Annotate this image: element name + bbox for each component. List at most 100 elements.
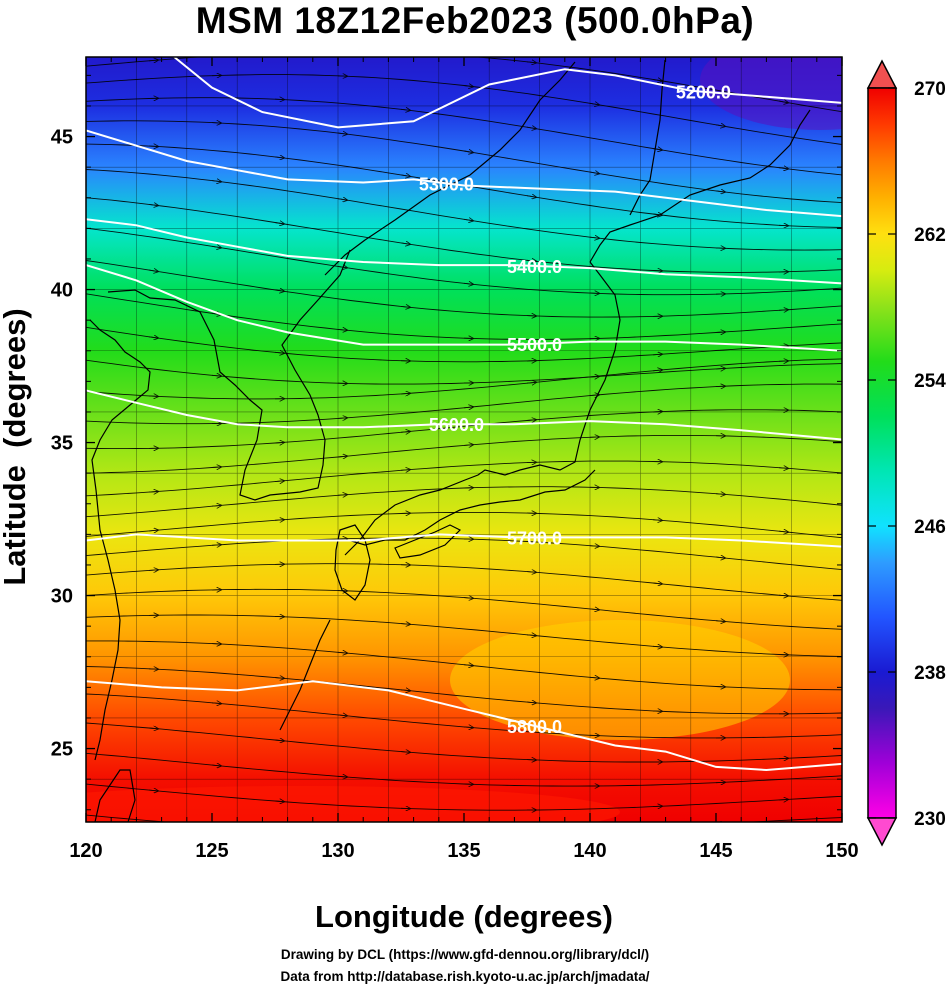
wind-arrow	[148, 570, 158, 571]
wind-arrow	[652, 520, 662, 521]
colorbar-tick-label: 254	[914, 371, 946, 392]
wind-arrow	[211, 703, 221, 704]
wind-arrow	[274, 352, 284, 353]
y-tick-label: 30	[51, 586, 73, 608]
streamline	[86, 57, 842, 113]
contour-line-5400	[86, 218, 842, 285]
contour-label-5600: 5600.0	[429, 415, 484, 435]
x-tick-label: 145	[699, 840, 732, 862]
wind-arrow	[778, 101, 788, 103]
wind-arrow	[400, 470, 410, 471]
wind-arrow	[274, 481, 284, 482]
wind-arrow	[337, 456, 347, 457]
wind-arrow	[526, 260, 536, 261]
wind-arrow	[148, 790, 158, 791]
coastline-china	[89, 319, 151, 761]
x-tick-label: 125	[195, 840, 228, 862]
wind-arrow	[463, 407, 473, 408]
colorbar-over-arrow	[866, 59, 898, 89]
y-axis-title: Latitude (degrees)	[0, 308, 32, 585]
height-contours	[86, 57, 842, 772]
wind-arrow	[148, 492, 158, 493]
contour-label-5800: 5800.0	[507, 717, 562, 737]
wind-arrow	[274, 740, 284, 741]
wind-arrow	[400, 432, 410, 433]
contour-label-5700: 5700.0	[507, 528, 562, 548]
contour-line-5800	[86, 680, 842, 772]
coastline-russia	[324, 61, 576, 276]
y-tick-label: 25	[51, 739, 73, 761]
wind-arrow	[778, 531, 788, 532]
wind-arrow	[148, 60, 158, 61]
x-tick-label: 120	[69, 840, 102, 862]
wind-arrow	[715, 125, 725, 127]
wind-arrow	[589, 103, 599, 105]
wind-arrow	[652, 583, 662, 584]
streamline	[86, 614, 842, 657]
coastline-ryukyu	[279, 619, 331, 731]
wind-arrow	[715, 332, 725, 333]
wind-arrow	[400, 752, 410, 753]
wind-arrow	[463, 219, 473, 220]
wind-arrow	[400, 109, 410, 110]
wind-arrow	[148, 530, 158, 531]
colorbar: 230 238 246 254 262 270	[866, 59, 946, 847]
contour-line-5300	[86, 129, 842, 218]
wind-arrow	[526, 572, 536, 573]
contour-label-5300: 5300.0	[419, 174, 474, 194]
contour-line-5200	[173, 57, 842, 129]
contour-line-5600	[86, 389, 842, 441]
wind-arrow	[589, 677, 599, 678]
colorbar-tick-label: 238	[914, 663, 946, 684]
streamline	[86, 460, 842, 497]
wind-arrow	[526, 382, 536, 383]
y-tick-label: 35	[51, 433, 73, 455]
streamline	[86, 409, 842, 450]
contour-label-5400: 5400.0	[507, 257, 562, 277]
wind-arrow	[589, 395, 599, 396]
wind-arrow	[526, 127, 536, 128]
wind-arrow	[274, 801, 284, 802]
wind-arrow	[400, 306, 410, 307]
streamline	[86, 97, 842, 176]
wind-arrow	[589, 376, 599, 377]
credit-drawing: Drawing by DCL (https://www.gfd-dennou.o…	[280, 947, 650, 962]
coastline-honshu-south	[347, 469, 596, 546]
x-tick-label: 150	[825, 840, 858, 862]
wind-arrow	[274, 678, 284, 679]
wind-arrow	[337, 133, 347, 134]
cold-core	[700, 57, 842, 130]
wind-arrow	[400, 393, 410, 394]
credit-data: Data from http://database.rish.kyoto-u.a…	[280, 969, 650, 984]
wind-arrow	[148, 204, 158, 205]
wind-arrow	[337, 329, 347, 330]
wind-arrow	[463, 445, 473, 446]
wind-arrow	[715, 494, 725, 495]
x-axis-title: Longitude (degrees)	[315, 899, 613, 934]
wind-arrow	[212, 826, 221, 827]
contour-label-5500: 5500.0	[507, 335, 562, 355]
wind-arrow	[778, 468, 788, 469]
wind-arrow	[211, 246, 221, 247]
wind-arrow	[211, 123, 221, 124]
contour-labels: 5200.0 5300.0 5400.0 5500.0 5600.0 5700.0 5800…	[419, 83, 731, 737]
wind-arrow	[400, 243, 410, 244]
coastline-hokkaido	[589, 109, 811, 263]
wind-arrow	[211, 181, 221, 182]
wind-arrow	[589, 237, 599, 238]
wind-arrow	[526, 635, 536, 636]
wind-arrow	[337, 266, 347, 267]
wind-arrow	[148, 337, 158, 338]
wind-arrow	[337, 199, 347, 200]
plot-area: 5200.0 5300.0 5400.0 5500.0 5600.0 5700.0 5800…	[85, 56, 843, 827]
wind-arrow	[337, 495, 347, 496]
wind-arrow	[211, 467, 221, 468]
streamline	[86, 260, 842, 318]
streamline	[86, 666, 842, 715]
wind-arrow	[589, 609, 599, 610]
wind-arrow	[400, 175, 410, 176]
wind-arrow	[337, 652, 347, 653]
wind-arrow	[778, 595, 788, 596]
wind-arrow	[715, 191, 725, 192]
wind-arrow	[463, 665, 473, 666]
